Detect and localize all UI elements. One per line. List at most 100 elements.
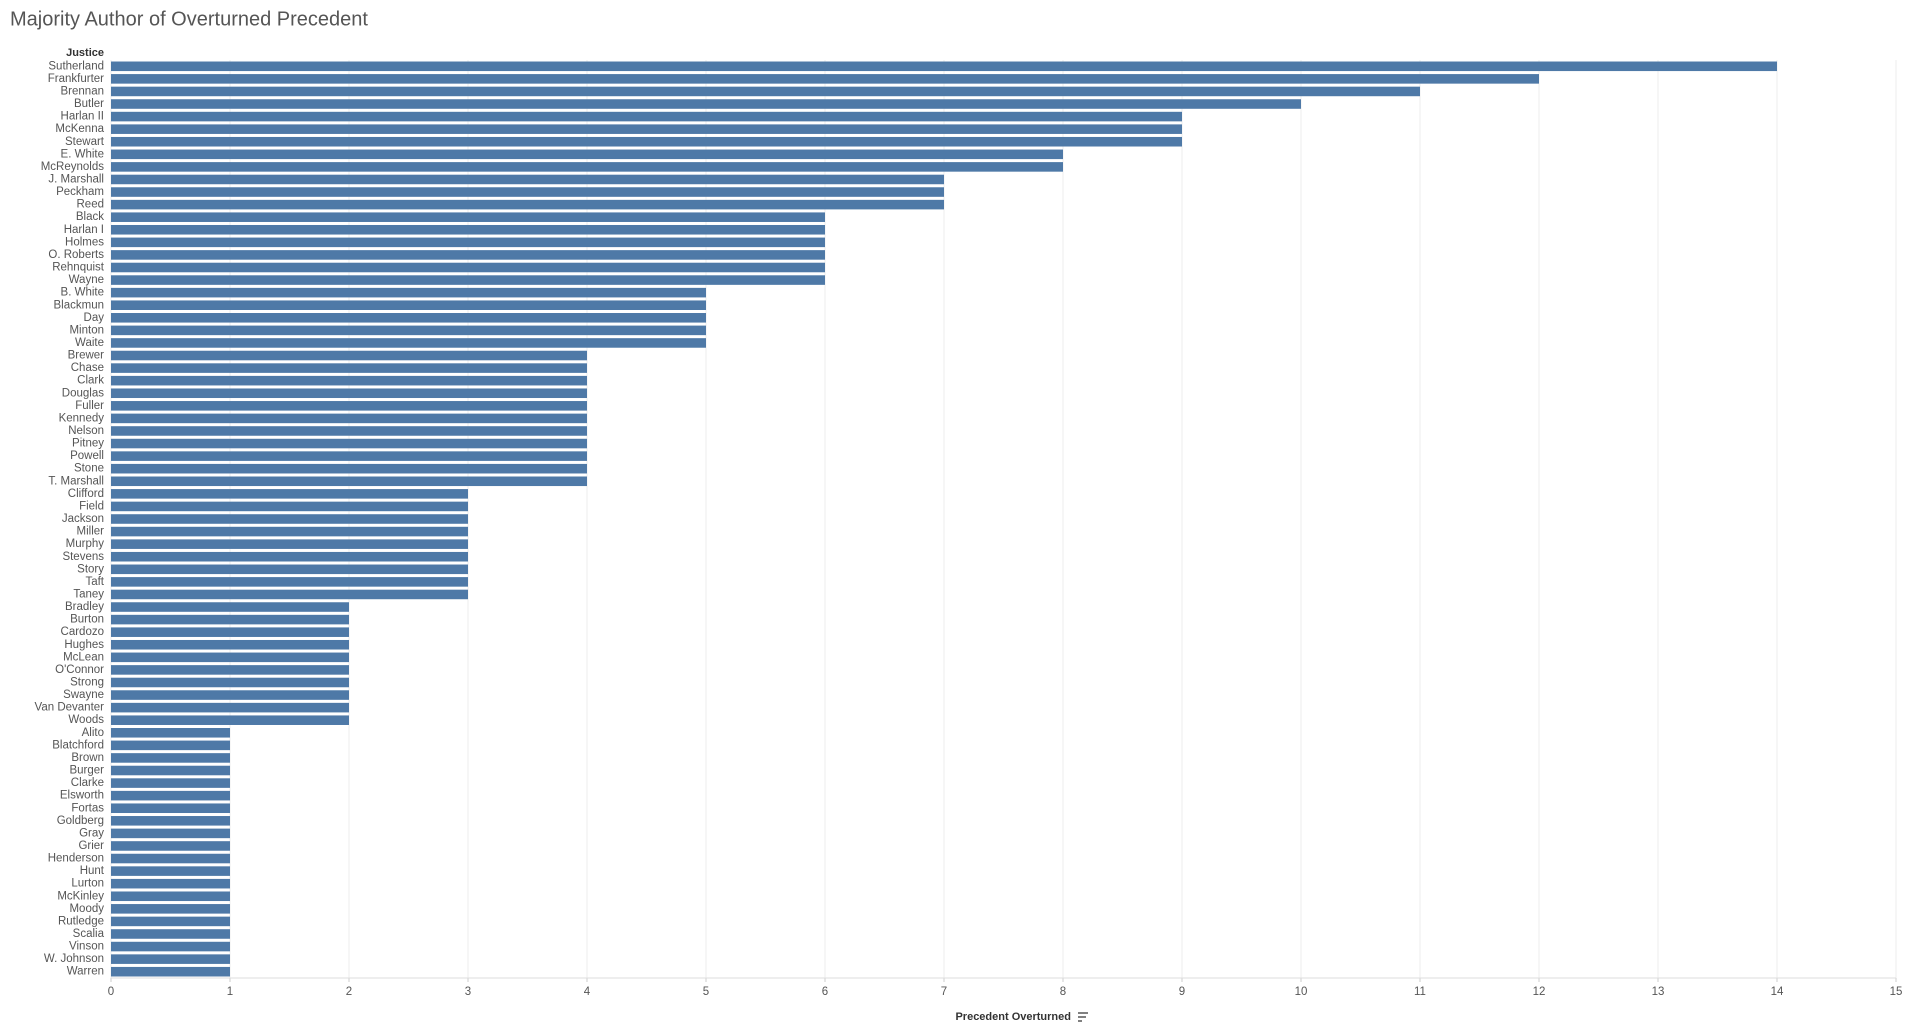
y-tick-label: Harlan I — [64, 224, 104, 236]
bar — [111, 526, 468, 537]
sort-icon[interactable] — [1078, 1012, 1088, 1022]
bar — [111, 929, 230, 939]
bar — [111, 463, 587, 474]
bar — [111, 753, 230, 763]
y-tick-label: Grier — [78, 840, 104, 852]
y-tick-label: Stevens — [62, 551, 104, 563]
y-tick-label: Hughes — [64, 639, 104, 651]
bar — [111, 489, 468, 499]
y-tick-label: Vinson — [69, 941, 104, 953]
bar — [111, 162, 1063, 172]
y-tick-label: Stewart — [65, 136, 105, 148]
bar — [111, 287, 706, 298]
bar — [111, 614, 349, 625]
y-tick-label: McKenna — [55, 123, 104, 135]
bar — [111, 438, 587, 449]
bar — [111, 740, 230, 751]
y-tick-label: Taft — [85, 576, 104, 588]
y-tick-label: Pitney — [72, 438, 104, 450]
y-tick-label: Sutherland — [48, 60, 104, 72]
y-tick-label: Alito — [82, 727, 104, 739]
y-tick-label: O. Roberts — [48, 249, 104, 261]
bar — [111, 74, 1539, 84]
bar — [111, 262, 825, 273]
y-tick-label: Scalia — [73, 928, 105, 940]
bar — [111, 803, 230, 814]
x-tick-label: 5 — [703, 986, 709, 998]
bar — [111, 904, 230, 914]
y-tick-label: Moody — [69, 903, 104, 915]
bar — [111, 388, 587, 399]
bar — [111, 313, 706, 323]
x-tick-label: 3 — [465, 986, 471, 998]
y-tick-label: Wayne — [69, 274, 104, 286]
y-tick-label: Henderson — [48, 853, 104, 865]
y-tick-label: Strong — [70, 677, 104, 689]
y-tick-label: Fortas — [71, 802, 104, 814]
bar — [111, 790, 230, 801]
x-tick-label: 8 — [1060, 986, 1066, 998]
y-tick-label: Jackson — [62, 513, 104, 525]
bar — [111, 665, 349, 675]
y-tick-label: Rehnquist — [52, 262, 105, 274]
y-tick-label: J. Marshall — [48, 173, 104, 185]
x-tick-label: 9 — [1179, 986, 1185, 998]
y-tick-label: Chase — [71, 362, 104, 374]
y-tick-label: O'Connor — [55, 664, 104, 676]
bar — [111, 966, 230, 977]
bar — [111, 765, 230, 776]
bar — [111, 878, 230, 889]
y-tick-label: Brennan — [61, 85, 104, 97]
y-tick-label: Reed — [77, 199, 105, 211]
y-tick-label: Butler — [74, 98, 104, 110]
y-tick-label: Gray — [79, 827, 104, 839]
bar — [111, 916, 230, 927]
bar — [111, 237, 825, 248]
bar — [111, 551, 468, 562]
bar — [111, 300, 706, 310]
y-tick-label: Douglas — [62, 387, 104, 399]
y-tick-label: Bradley — [65, 601, 104, 613]
y-tick-label: Miller — [77, 526, 105, 538]
bar — [111, 375, 587, 386]
y-tick-label: Clifford — [68, 488, 104, 500]
bar — [111, 627, 349, 637]
y-tick-label: Lurton — [71, 878, 104, 890]
x-tick-label: 0 — [108, 986, 114, 998]
bar — [111, 401, 587, 411]
bar — [111, 451, 587, 461]
y-tick-label: W. Johnson — [44, 953, 104, 965]
x-tick-label: 12 — [1533, 986, 1546, 998]
y-tick-label: Frankfurter — [48, 73, 104, 85]
y-tick-label: Burger — [69, 765, 104, 777]
bar — [111, 124, 1182, 134]
bar — [111, 86, 1420, 97]
x-axis-title: Precedent Overturned — [955, 1011, 1071, 1023]
bar — [111, 224, 825, 235]
bar — [111, 577, 468, 587]
y-tick-label: Story — [77, 563, 104, 575]
bar — [111, 841, 230, 851]
y-tick-label: Field — [79, 500, 104, 512]
bar — [111, 828, 230, 839]
y-tick-label: T. Marshall — [48, 475, 104, 487]
bar — [111, 187, 944, 197]
bar — [111, 778, 230, 788]
bar — [111, 690, 349, 700]
y-tick-label: E. White — [61, 148, 104, 160]
y-tick-label: Kennedy — [59, 412, 105, 424]
y-tick-label: Taney — [73, 588, 104, 600]
y-tick-label: Swayne — [63, 689, 104, 701]
bar — [111, 866, 230, 876]
x-tick-label: 6 — [822, 986, 828, 998]
bar — [111, 111, 1182, 122]
y-tick-label: Fuller — [75, 400, 104, 412]
x-tick-label: 10 — [1295, 986, 1308, 998]
bar — [111, 514, 468, 524]
y-tick-label: Blackmun — [54, 299, 105, 311]
y-tick-label: Peckham — [56, 186, 104, 198]
bar — [111, 564, 468, 575]
bar — [111, 954, 230, 964]
y-tick-label: Cardozo — [61, 626, 104, 638]
